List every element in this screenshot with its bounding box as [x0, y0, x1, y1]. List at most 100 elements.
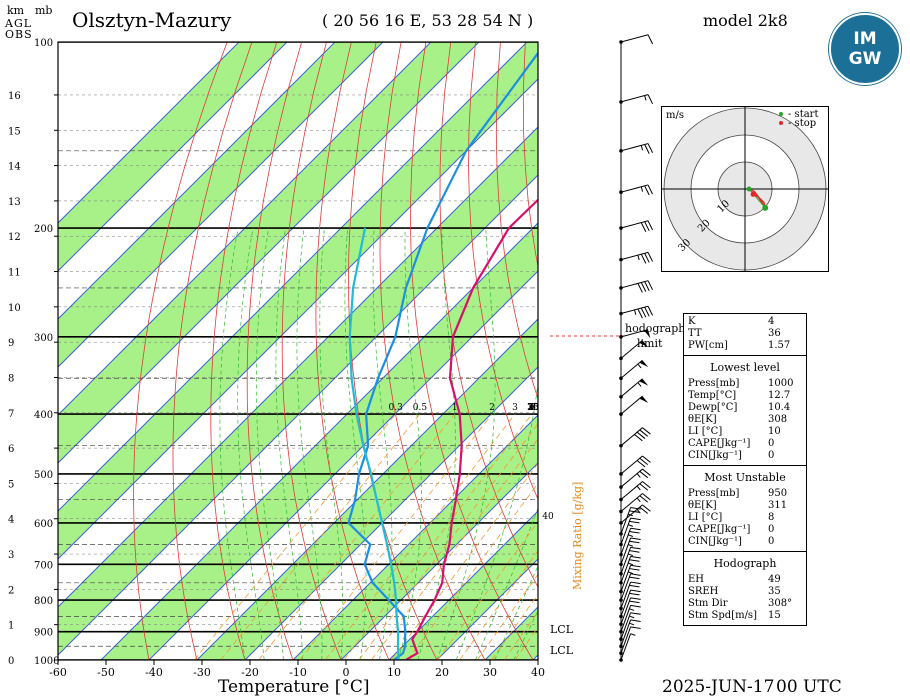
isotherm-line — [58, 42, 240, 224]
mixing-ratio-value: 30 — [527, 403, 539, 413]
lowest-level-title: Lowest level — [710, 361, 780, 374]
mixing-ratio-value: 3 — [512, 403, 518, 413]
wind-barb — [620, 517, 641, 545]
hodograph-value: 308° — [768, 598, 793, 609]
height-tick-label: 3 — [8, 550, 14, 561]
height-tick-label: 9 — [8, 338, 14, 349]
isotherm-line — [148, 270, 538, 660]
mixing-ratio-value: 0.5 — [413, 403, 428, 413]
lowest_level-key: Dewp[°C] — [688, 402, 738, 413]
mixing-ratio-line — [220, 413, 421, 660]
x-tick-label: 0 — [343, 666, 350, 679]
indices-general: K 4 TT 36 PW[cm] 1.57 — [684, 314, 806, 356]
x-tick-label: -60 — [49, 666, 67, 679]
height-tick-label: 5 — [8, 479, 14, 490]
x-tick-label: -20 — [241, 666, 259, 679]
dry-adiabat — [468, 42, 538, 501]
general-value: 36 — [768, 328, 781, 339]
general-key: K — [688, 316, 696, 327]
dry-adiabat — [210, 42, 278, 660]
moist-adiabat — [436, 227, 496, 660]
hodograph-stop-label: - stop — [788, 118, 817, 129]
legend-start-dot — [779, 112, 783, 116]
wind-barb — [620, 94, 654, 105]
height-tick-label: 2 — [8, 585, 14, 596]
general-key: PW[cm] — [688, 340, 728, 351]
dry-adiabat — [439, 42, 538, 588]
most_unstable-row: Press[mb] 950 — [684, 488, 806, 500]
wind-barb — [620, 573, 641, 601]
most_unstable-key: θE[K] — [688, 500, 717, 511]
wind-barb — [620, 581, 641, 609]
wind-barb — [620, 493, 651, 512]
pressure-tick-label: 800 — [34, 596, 53, 607]
mixing-ratio-value: 20 — [527, 403, 539, 413]
most-unstable-title: Most Unstable — [704, 471, 786, 484]
height-tick-label: 8 — [8, 373, 14, 384]
indices-lowest-level: Lowest level Press[mb] 1000 Temp[°C] 12.7 De… — [684, 356, 806, 466]
hodograph-key: EH — [688, 574, 705, 585]
moist-adiabat — [475, 507, 538, 660]
lowest_level-value: 0 — [768, 450, 775, 461]
hodograph-indices-title: Hodograph — [713, 557, 777, 570]
x-tick-label: -30 — [193, 666, 211, 679]
pressure-tick-label: 200 — [34, 224, 53, 235]
wind-barb — [620, 280, 654, 293]
mixing-ratio-value: 8 — [530, 403, 536, 413]
wind-barb — [620, 251, 654, 264]
wind-barb — [620, 537, 641, 565]
obs-label: OBS — [5, 28, 33, 41]
mixing-ratio-line — [258, 413, 456, 660]
wind-level-dot — [619, 311, 623, 316]
hodograph-key: Stm Spd[m/s] — [688, 610, 757, 621]
dry-adiabat — [823, 42, 910, 660]
isotherm-line — [58, 78, 538, 560]
most_unstable-key: Press[mb] — [688, 488, 740, 499]
indices-most-unstable: Most Unstable Press[mb] 950 θE[K] 311 LI [°C… — [684, 466, 806, 552]
lowest_level-row: Temp[°C] 12.7 — [684, 390, 806, 402]
indices-hodograph: Hodograph EH 49 SREH 35 Stm Dir 308° Stm Spd[m… — [684, 552, 806, 625]
station-title: Olsztyn-Mazury — [72, 8, 232, 32]
isotherm-line — [58, 42, 528, 512]
wind-barb — [620, 481, 651, 500]
hodograph-storm-marker — [762, 204, 769, 211]
x-tick-label: 20 — [435, 666, 449, 679]
lowest_level-value: 308 — [768, 414, 788, 425]
dry-adiabat — [172, 42, 253, 660]
hodograph-limit-label-2: limit — [637, 337, 663, 350]
wind-barb — [620, 633, 636, 661]
wind-barb — [620, 305, 654, 319]
hodograph-panel: 10 20 30 m/s - start - stop — [661, 106, 829, 272]
height-tick-label: 6 — [8, 444, 14, 455]
height-tick-label: 4 — [8, 515, 14, 526]
wind-barb — [620, 564, 641, 592]
general-key: TT — [688, 328, 702, 339]
mixing-ratio-value: 5 — [530, 403, 536, 413]
dry-adiabat — [495, 42, 538, 401]
isotherm-line — [58, 42, 384, 368]
moist-adiabat — [237, 227, 265, 660]
x-tick-label: 30 — [483, 666, 497, 679]
most_unstable-row: CAPE[Jkg⁻¹] 0 — [684, 524, 806, 536]
wind-level-dot — [619, 286, 623, 290]
hodograph-key: SREH — [688, 586, 719, 597]
wind-level-dot — [619, 335, 623, 339]
mixing-ratio-value: 35 — [527, 403, 539, 413]
hodograph-value: 15 — [768, 610, 781, 621]
pressure-tick-label: 600 — [34, 519, 53, 530]
lowest_level-row: θE[K] 308 — [684, 414, 806, 426]
moist-adiabat — [372, 227, 393, 660]
moist-adiabat — [319, 227, 344, 660]
hodograph-row: Stm Spd[m/s] 15 — [684, 610, 806, 622]
dry-adiabat — [379, 42, 486, 660]
isotherm-line — [58, 126, 538, 608]
mixing-ratio-value: 1 — [452, 403, 458, 413]
imgw-logo: IM GW — [829, 13, 901, 85]
x-tick-label: 40 — [531, 666, 545, 679]
lowest_level-key: θE[K] — [688, 414, 717, 425]
mb-unit-label: mb — [35, 4, 53, 17]
lowest_level-row: CIN[Jkg⁻¹] 0 — [684, 450, 806, 462]
wind-barb — [620, 359, 649, 379]
isotherm-line — [388, 510, 538, 660]
